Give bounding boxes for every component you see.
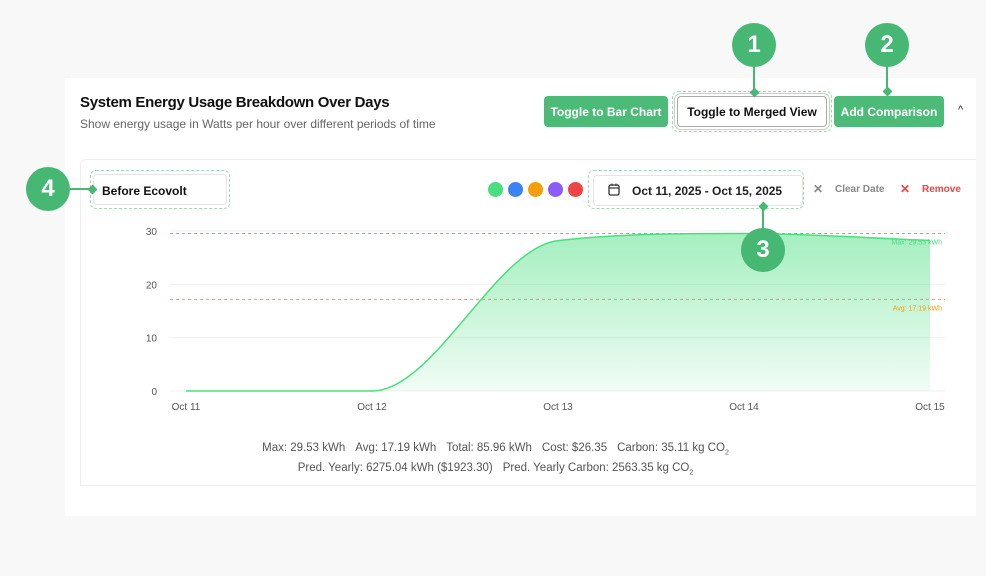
remove-button[interactable]: Remove [922, 184, 961, 195]
area-line [186, 232, 931, 392]
annotation-badge-3: 3 [741, 228, 785, 272]
stats-row-1: Max: 29.53 kWh Avg: 17.19 kWh Total: 85.96… [0, 442, 986, 456]
color-swatch[interactable] [528, 182, 543, 197]
date-range-picker[interactable]: Oct 11, 2025 - Oct 15, 2025 [593, 175, 803, 206]
x-tick-label: Oct 12 [357, 402, 387, 413]
color-swatch[interactable] [508, 182, 523, 197]
chart-panel [80, 159, 976, 486]
annotation-badge-1: 1 [732, 23, 776, 67]
y-tick-label: 20 [146, 280, 158, 291]
stat-cost: Cost: $26.35 [541, 442, 608, 454]
collapse-chevron-icon[interactable]: ^ [958, 104, 964, 116]
page-title: System Energy Usage Breakdown Over Days [80, 94, 390, 111]
x-tick-label: Oct 15 [915, 402, 945, 413]
reference-line-label: Max: 29.53 kWh [891, 240, 942, 247]
stat-avg: Avg: 17.19 kWh [355, 442, 437, 454]
stat-pred-yearly: Pred. Yearly: 6275.04 kWh ($1923.30) [297, 462, 493, 474]
stat-total: Total: 85.96 kWh [446, 442, 532, 454]
add-comparison-button[interactable]: Add Comparison [834, 96, 944, 127]
date-range-text: Oct 11, 2025 - Oct 15, 2025 [632, 183, 783, 198]
x-tick-label: Oct 13 [543, 402, 573, 413]
y-tick-label: 0 [151, 387, 157, 398]
page-subtitle: Show energy usage in Watts per hour over… [80, 117, 436, 131]
toggle-merged-view-button[interactable]: Toggle to Merged View [677, 96, 827, 127]
highlight-box [588, 170, 804, 209]
clear-date-button[interactable]: Clear Date [835, 184, 885, 195]
color-swatch[interactable] [548, 182, 563, 197]
area-fill [186, 233, 930, 391]
stats-row-2: Pred. Yearly: 6275.04 kWh ($1923.30) Pred… [0, 462, 986, 476]
annotation-badge-4: 4 [26, 167, 70, 211]
x-tick-label: Oct 11 [172, 402, 201, 413]
stat-max: Max: 29.53 kWh [262, 442, 346, 454]
annotation-connector [886, 66, 888, 94]
annotation-badge-2: 2 [865, 23, 909, 67]
stat-carbon: Carbon: 35.11 kg CO [617, 442, 725, 454]
color-swatch[interactable] [488, 182, 503, 197]
remove-x-icon[interactable]: ✕ [900, 182, 911, 196]
reference-line-label: Avg: 17.19 kWh [893, 305, 942, 312]
calendar-icon [608, 183, 620, 199]
annotation-connector [762, 206, 764, 230]
toggle-bar-chart-button[interactable]: Toggle to Bar Chart [544, 96, 668, 127]
y-tick-label: 30 [146, 227, 158, 238]
color-swatch[interactable] [568, 182, 583, 197]
stat-carbon-sub: 2 [724, 449, 729, 457]
stat-pred-carbon-sub: 2 [689, 469, 694, 477]
stat-pred-carbon: Pred. Yearly Carbon: 2563.35 kg CO [502, 462, 690, 474]
annotation-connector [70, 188, 94, 190]
annotation-connector [753, 66, 755, 96]
x-tick-label: Oct 14 [729, 402, 759, 413]
y-tick-label: 10 [146, 334, 158, 345]
clear-date-x-icon[interactable]: ✕ [813, 182, 824, 196]
